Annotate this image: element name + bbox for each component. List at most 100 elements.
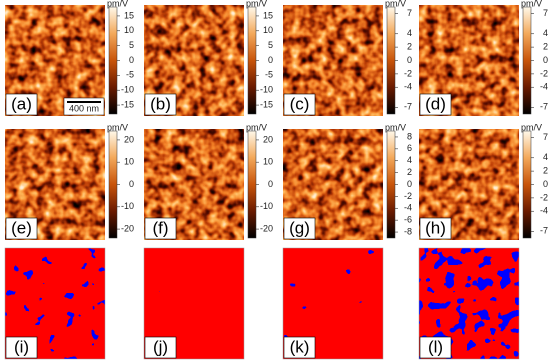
colorbar-tick-label: -20	[260, 223, 273, 233]
panel-label-box	[144, 217, 177, 240]
colorbar-tick-label: -15	[121, 99, 134, 109]
panel-label: (j)	[153, 337, 168, 356]
colorbar-tick-label: 4	[543, 152, 548, 162]
colorbar-tick-label: 10	[124, 157, 134, 167]
colorbar-tick-label: -10	[260, 201, 273, 211]
colorbar-unit: pm/V	[246, 122, 267, 132]
colorbar-unit: pm/V	[385, 0, 406, 8]
panel-label-box	[419, 93, 452, 116]
panel-label-box	[283, 93, 316, 116]
map-frame	[418, 247, 520, 360]
colorbar-tick-label: -2	[404, 68, 412, 78]
colorbar-unit: pm/V	[107, 0, 128, 8]
colorbar-tick-label: -7	[404, 102, 412, 112]
colorbar-tick-label: -10	[260, 85, 273, 95]
colorbar-tick-label: 5	[129, 40, 134, 50]
colorbar-tick-label: 2	[407, 167, 412, 177]
colorbar-tick-label: 7	[543, 132, 548, 142]
colorbar-tick-label: 4	[543, 28, 548, 38]
colorbar-unit: pm/V	[521, 122, 542, 132]
panel-label-box	[5, 93, 38, 116]
colorbar-tick-label: -2	[540, 192, 548, 202]
panel-label-box	[5, 217, 38, 240]
colorbar	[247, 6, 257, 115]
colorbar-tick-label: -5	[126, 70, 134, 80]
colorbar-tick-label: -20	[121, 223, 134, 233]
colorbar-unit: pm/V	[107, 122, 128, 132]
panel-label: (l)	[428, 337, 443, 356]
colorbar-tick-label: -10	[121, 85, 134, 95]
colorbar-tick-label: 20	[124, 134, 134, 144]
colorbar	[386, 6, 396, 115]
colorbar-tick-label: 0	[129, 55, 134, 65]
panel-label-box	[5, 336, 38, 359]
colorbar-tick-label: 6	[407, 143, 412, 153]
colorbar-tick-label: -8	[404, 226, 412, 236]
colorbar-unit: pm/V	[521, 0, 542, 8]
colorbar-tick-label: -7	[540, 102, 548, 112]
colorbar-tick-label: 0	[268, 55, 273, 65]
colorbar	[108, 130, 118, 239]
colorbar-tick-label: -10	[121, 201, 134, 211]
colorbar-tick-label: 5	[268, 40, 273, 50]
map-frame	[143, 247, 245, 360]
colorbar-tick-label: 0	[543, 179, 548, 189]
panel-label: (d)	[425, 94, 446, 113]
panel-label-box	[144, 336, 177, 359]
colorbar	[522, 130, 532, 239]
colorbar-tick-label: 7	[543, 8, 548, 18]
colorbar	[522, 6, 532, 115]
colorbar	[108, 6, 118, 115]
panel-label: (i)	[14, 337, 29, 356]
colorbar-tick-label: -4	[540, 82, 548, 92]
panel-label-box	[144, 93, 177, 116]
panel-label: (a)	[11, 94, 32, 113]
map-frame	[282, 247, 384, 360]
colorbar-tick-label: 0	[129, 179, 134, 189]
panel-label: (c)	[290, 94, 310, 113]
colorbar-tick-label: -4	[404, 82, 412, 92]
colorbar-tick-label: 0	[407, 179, 412, 189]
panel-label: (g)	[289, 218, 310, 237]
colorbar-tick-label: 4	[407, 28, 412, 38]
colorbar-unit: pm/V	[385, 122, 406, 132]
panel-label-box	[283, 336, 316, 359]
colorbar-tick-label: 7	[407, 8, 412, 18]
colorbar-unit: pm/V	[246, 0, 267, 8]
panel-label: (b)	[150, 94, 171, 113]
colorbar	[247, 130, 257, 239]
panel-label-box	[419, 217, 452, 240]
colorbar-tick-label: 2	[407, 42, 412, 52]
panel-label-box	[283, 217, 316, 240]
scale-bar-label: 400 nm	[69, 103, 99, 113]
colorbar-tick-label: -5	[265, 70, 273, 80]
colorbar-tick-label: 10	[263, 157, 273, 167]
panel-label: (h)	[425, 218, 446, 237]
colorbar-tick-label: 20	[263, 134, 273, 144]
colorbar-tick-label: 0	[268, 179, 273, 189]
colorbar-tick-label: 4	[407, 155, 412, 165]
panel-label-box	[419, 336, 452, 359]
panel-label: (k)	[290, 337, 310, 356]
colorbar-tick-label: -15	[260, 99, 273, 109]
colorbar-tick-label: -4	[404, 203, 412, 213]
colorbar-tick-label: 10	[124, 25, 134, 35]
colorbar-tick-label: 2	[543, 166, 548, 176]
colorbar-tick-label: -2	[404, 191, 412, 201]
colorbar-tick-label: -2	[540, 68, 548, 78]
colorbar-tick-label: 10	[263, 25, 273, 35]
panel-label: (f)	[152, 218, 168, 237]
colorbar-tick-label: -4	[540, 206, 548, 216]
colorbar-tick-label: 8	[407, 131, 412, 141]
map-frame	[4, 247, 106, 360]
colorbar	[386, 130, 396, 239]
panel-label: (e)	[11, 218, 32, 237]
colorbar-tick-label: 0	[407, 55, 412, 65]
colorbar-tick-label: 15	[263, 10, 273, 20]
colorbar-tick-label: 0	[543, 55, 548, 65]
colorbar-tick-label: 15	[124, 10, 134, 20]
colorbar-tick-label: 2	[543, 42, 548, 52]
colorbar-tick-label: -7	[540, 226, 548, 236]
colorbar-tick-label: -6	[404, 215, 412, 225]
